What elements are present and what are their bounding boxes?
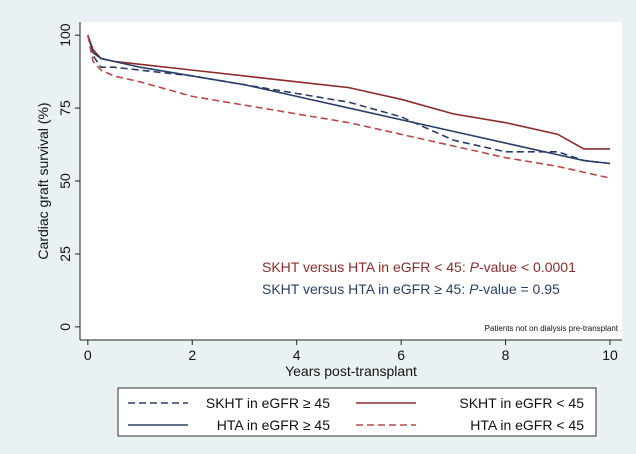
annotation-part: SKHT versus HTA in eGFR ≥ 45: [262, 281, 469, 297]
annotation-part: -value < 0.0001 [479, 259, 576, 275]
note: Patients not on dialysis pre-transplant [485, 324, 619, 333]
survival-line [87, 34, 611, 165]
annotation-part: P [470, 259, 480, 275]
legend-label: HTA in eGFR < 45 [470, 417, 584, 433]
y-axis-label: Cardiac graft survival (%) [35, 102, 51, 259]
survival-line [87, 34, 611, 165]
legend-label: SKHT in eGFR < 45 [459, 395, 584, 411]
legend-label: SKHT in eGFR ≥ 45 [206, 395, 330, 411]
y-tick-label: 100 [57, 23, 73, 47]
y-tick-label: 0 [57, 323, 73, 331]
annotation-part: P [469, 281, 479, 297]
plot-area [80, 22, 622, 340]
survival-line [87, 34, 611, 179]
annotation-part: SKHT versus HTA in eGFR < 45: [262, 259, 470, 275]
x-tick-label: 0 [84, 347, 92, 363]
x-tick-label: 4 [293, 347, 301, 363]
legend-label: HTA in eGFR ≥ 45 [217, 417, 330, 433]
x-tick-label: 10 [602, 347, 618, 363]
annotation: SKHT versus HTA in eGFR ≥ 45: P-value = … [262, 281, 560, 297]
y-tick-label: 50 [57, 173, 73, 189]
x-tick-label: 8 [502, 347, 510, 363]
y-tick-label: 25 [57, 246, 73, 262]
x-tick-label: 2 [188, 347, 196, 363]
x-tick-label: 6 [397, 347, 405, 363]
legend [117, 387, 597, 437]
y-tick-label: 75 [57, 100, 73, 116]
annotation: SKHT versus HTA in eGFR < 45: P-value < … [262, 259, 576, 275]
x-axis-label: Years post-transplant [285, 363, 417, 379]
annotation-part: -value = 0.95 [478, 281, 560, 297]
